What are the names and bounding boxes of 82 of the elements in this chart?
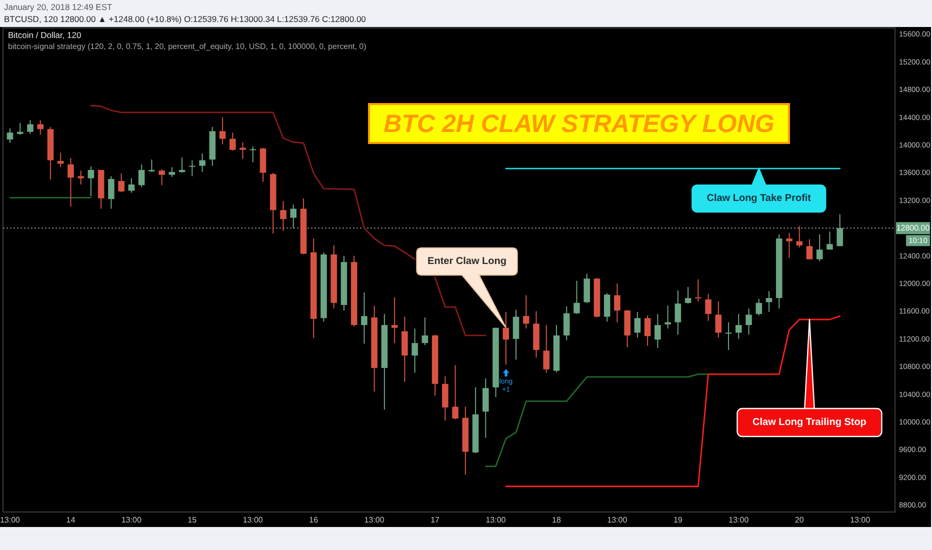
candlestick xyxy=(654,313,661,348)
candlestick xyxy=(705,293,712,322)
candlestick xyxy=(158,168,165,186)
candlestick xyxy=(178,156,186,174)
x-tick-label: 13:00 xyxy=(850,516,871,524)
candlestick xyxy=(442,376,448,422)
candlestick xyxy=(230,132,236,152)
x-tick-label: 15 xyxy=(188,516,198,524)
annotation: Claw Long Trailing Stop xyxy=(752,417,866,428)
candlestick xyxy=(796,226,802,248)
x-tick-label: 13:00 xyxy=(486,516,506,524)
candlestick xyxy=(138,164,145,188)
candlestick xyxy=(614,283,620,323)
candlestick xyxy=(786,232,792,258)
candlestick xyxy=(836,214,843,247)
candlestick xyxy=(189,160,196,177)
x-tick-label: 13:00 xyxy=(242,516,264,524)
text: BTC 2H CLAW STRATEGY LONG xyxy=(384,110,774,138)
candlestick xyxy=(604,292,610,322)
candlestick xyxy=(199,152,206,173)
candlestick xyxy=(644,314,651,346)
candlestick xyxy=(290,204,296,229)
candlestick xyxy=(78,170,84,185)
x-tick-label: 14 xyxy=(66,516,76,524)
candlestick xyxy=(563,306,570,341)
candlestick xyxy=(37,120,44,136)
candlestick xyxy=(522,294,530,330)
candlestick xyxy=(128,178,135,194)
candlestick xyxy=(664,305,671,330)
candlestick xyxy=(219,116,226,145)
candlestick xyxy=(715,301,722,338)
x-tick-label: 13:00 xyxy=(728,516,750,524)
candlestick xyxy=(108,176,114,210)
candlestick xyxy=(422,316,428,346)
candlestick xyxy=(816,234,823,262)
candlestick xyxy=(674,290,682,336)
text: January 20, 2018 12:49 EST xyxy=(4,2,112,12)
x-tick-label: 19 xyxy=(673,516,683,524)
candlestick xyxy=(240,142,246,160)
candlestick xyxy=(806,238,813,260)
candlestick xyxy=(502,311,510,366)
x-tick-label: 13:00 xyxy=(364,516,385,524)
candlestick xyxy=(512,309,520,360)
candlestick xyxy=(168,166,176,178)
x-tick-label: 13:00 xyxy=(121,516,142,524)
candlestick xyxy=(482,378,489,438)
candlestick xyxy=(16,122,24,136)
candlestick xyxy=(88,166,94,197)
text: BTCUSD, 120 12800.00 ▲ +1248.00 (+10.8%) O:12539.76 H:13000.34 L:12539.76 C:12800.00 xyxy=(4,14,366,24)
candlestick xyxy=(725,322,732,350)
candlestick xyxy=(280,200,286,232)
candlestick xyxy=(27,120,34,134)
x-tick-label: 13:00 xyxy=(607,516,628,524)
candlestick xyxy=(574,280,580,314)
x-tick-label: 13:00 xyxy=(0,516,21,524)
candlestick xyxy=(584,273,590,304)
x-tick-label: 18 xyxy=(552,516,562,524)
candlestick xyxy=(634,311,641,338)
annotation: Claw Long Take Profit xyxy=(706,193,812,204)
candlestick xyxy=(736,313,742,340)
annotation: Enter Claw Long xyxy=(428,256,506,267)
x-tick-label: 17 xyxy=(430,516,440,524)
candlestick xyxy=(412,328,418,374)
x-tick-label: 16 xyxy=(309,516,319,524)
candlestick xyxy=(118,172,124,193)
candlestick xyxy=(684,286,692,304)
candlestick xyxy=(543,324,550,374)
candlestick xyxy=(756,298,762,316)
candlestick xyxy=(6,128,14,144)
candlestick xyxy=(68,158,74,208)
x-tick-label: 20 xyxy=(794,516,804,524)
candlestick xyxy=(695,278,702,302)
candlestick xyxy=(452,364,458,420)
annotation: bitcoin-signal strategy (120, 2, 0, 0.75, 1, 20, percent_of_equity, 10, USD, 1, 0, 100000, 0, percent, 0) xyxy=(8,42,367,51)
candlestick xyxy=(826,231,833,250)
candlestick xyxy=(391,296,398,344)
candlestick xyxy=(250,146,256,163)
candlestick xyxy=(361,292,368,344)
chart-subtitle: Bitcoin / Dollar, 120 xyxy=(8,30,82,40)
candlestick xyxy=(148,159,155,173)
candlestick xyxy=(766,290,772,312)
candlestick xyxy=(746,308,752,336)
